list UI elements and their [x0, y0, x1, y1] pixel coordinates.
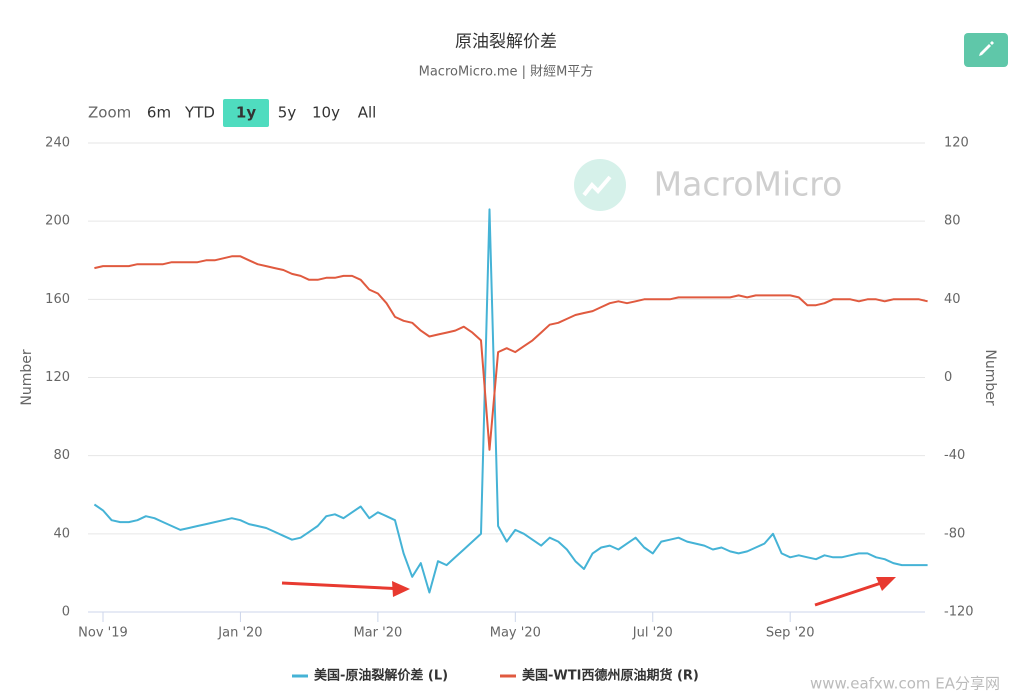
x-tick-label: Jan '20 [217, 626, 262, 641]
zoom-button[interactable]: All [358, 104, 377, 122]
x-tick-label: Sep '20 [766, 626, 815, 641]
y-tick-label: 40 [53, 526, 70, 541]
x-tick-label: Nov '19 [78, 626, 128, 641]
y2-tick-label: -40 [944, 448, 965, 463]
y-tick-label: 160 [45, 292, 70, 307]
zoom-button-bg[interactable] [223, 99, 269, 127]
watermark-circle [574, 159, 626, 211]
watermark: MacroMicro [654, 165, 843, 204]
x-tick-label: Mar '20 [353, 626, 402, 641]
y-tick-label: 80 [53, 448, 70, 463]
series-line [93, 208, 928, 594]
edit-button[interactable] [964, 33, 1008, 67]
y-axis-label: Number [19, 349, 35, 405]
watermark-logo [574, 159, 626, 211]
zoom-button[interactable]: YTD [184, 104, 215, 122]
chart-subtitle: MacroMicro.me | 財經M平方 [419, 64, 594, 80]
y2-tick-label: 80 [944, 214, 961, 229]
y2-tick-label: 40 [944, 292, 961, 307]
y2-tick-label: -120 [944, 605, 974, 620]
y2-axis-label: Number [982, 349, 998, 405]
x-tick-label: May '20 [490, 626, 541, 641]
annotation-arrow [814, 578, 891, 607]
y-tick-label: 120 [45, 370, 70, 385]
zoom-button[interactable]: 10y [312, 104, 340, 122]
annotation-arrowhead [876, 577, 896, 591]
annotation-arrow [281, 581, 406, 591]
x-tick-label: Jul '20 [632, 626, 673, 641]
zoom-button[interactable]: 1y [236, 104, 256, 122]
legend-label[interactable]: 美国-原油裂解价差 (L) [314, 668, 448, 684]
watermark-icon [582, 175, 612, 197]
y2-tick-label: 120 [944, 136, 969, 151]
y2-tick-label: 0 [944, 370, 952, 385]
legend-label[interactable]: 美国-WTI西德州原油期货 (R) [522, 668, 699, 684]
y-tick-label: 240 [45, 136, 70, 151]
series-line [94, 255, 928, 451]
zoom-label: Zoom [88, 104, 131, 122]
zoom-button[interactable]: 5y [278, 104, 297, 122]
chart-title: 原油裂解价差 [455, 32, 557, 52]
y2-tick-label: -80 [944, 526, 965, 541]
edit-icon [979, 41, 994, 56]
annotation-arrowhead [392, 581, 410, 597]
zoom-button[interactable]: 6m [147, 104, 171, 122]
y-tick-label: 0 [62, 605, 70, 620]
footer-watermark: www.eafxw.com EA分享网 [810, 675, 1000, 693]
y-tick-label: 200 [45, 214, 70, 229]
